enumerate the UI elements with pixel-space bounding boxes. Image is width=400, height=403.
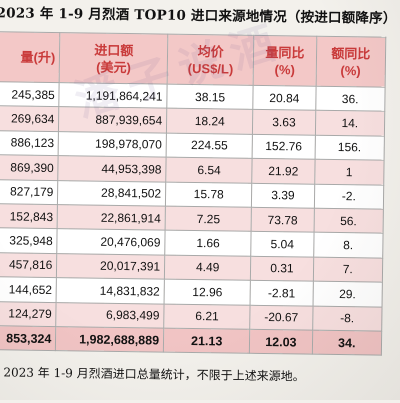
header-volume-yoy: 量同比 (%)	[253, 35, 317, 87]
import-table: 量(升) 进口额 (美元) 均价 (US$/L) 量同比 (%) 额同比 (%) 245…	[0, 31, 386, 356]
header-avg-price: 均价 (US$/L)	[167, 34, 255, 86]
header-value-yoy: 额同比 (%)	[315, 36, 386, 88]
total-row: 853,324 1,982,688,889 21.13 12.03 34.	[0, 325, 382, 356]
footnote: 为 2023 年 1-9 月烈酒进口总量统计，不限于上述来源地。	[0, 365, 305, 384]
table-title: 2023 年 1-9 月烈酒 TOP10 进口来源地情况（按进口额降序）	[0, 5, 397, 27]
header-import-value: 进口额 (美元)	[59, 32, 168, 85]
header-row: 量(升) 进口额 (美元) 均价 (US$/L) 量同比 (%) 额同比 (%)	[0, 31, 386, 88]
header-volume: 量(升)	[0, 31, 61, 83]
